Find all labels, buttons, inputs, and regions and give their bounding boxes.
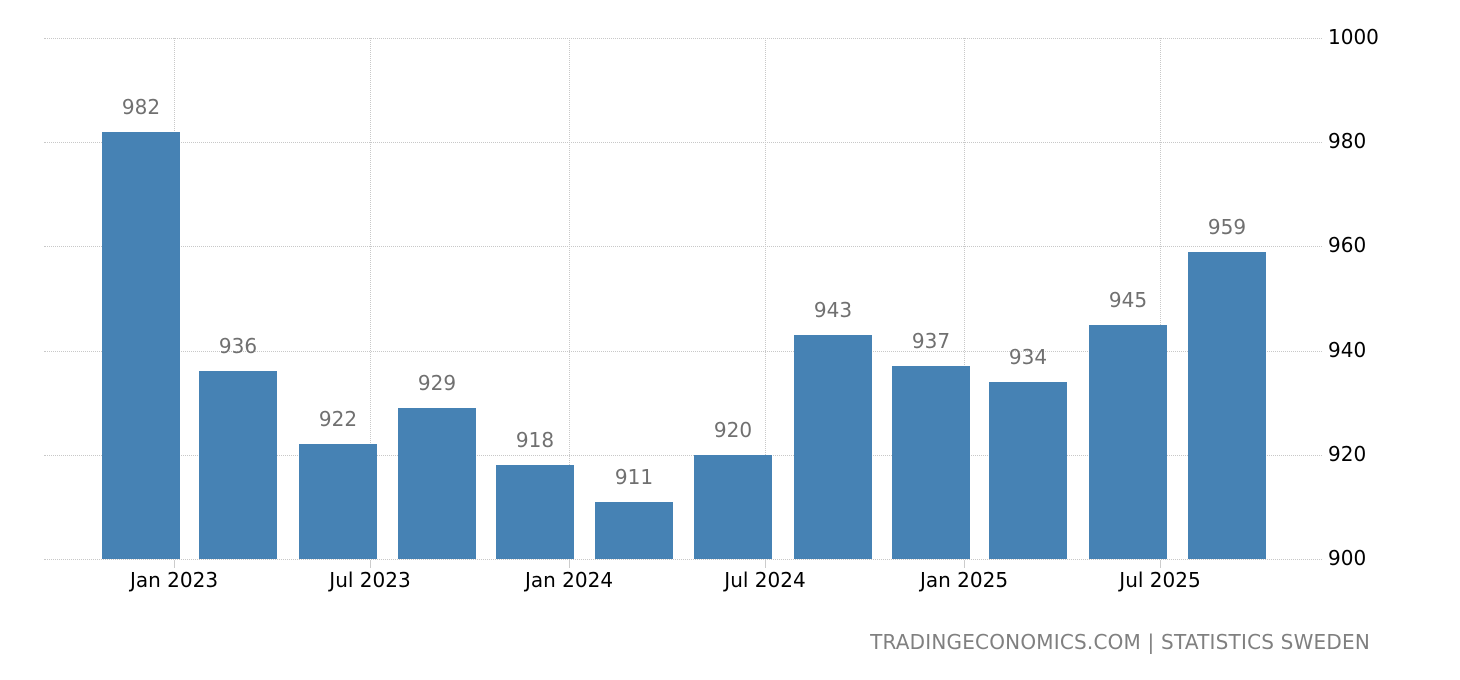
bar-value-label: 934: [1008, 345, 1048, 369]
x-tick-mark: [765, 560, 766, 568]
bar-value-label: 929: [417, 371, 457, 395]
x-tick-label: Jul 2025: [1119, 568, 1201, 592]
bar-value-label: 918: [515, 428, 555, 452]
v-gridline: [1160, 38, 1161, 559]
h-gridline: [44, 38, 1322, 39]
x-tick-mark: [370, 560, 371, 568]
bar[interactable]: [102, 132, 180, 559]
y-tick-label: 900: [1328, 546, 1367, 570]
h-gridline: [44, 455, 1322, 456]
bar[interactable]: [496, 465, 574, 559]
x-tick-mark: [1160, 560, 1161, 568]
x-tick-mark: [569, 560, 570, 568]
y-tick-label: 960: [1328, 233, 1367, 257]
bar[interactable]: [694, 455, 772, 559]
v-gridline: [370, 38, 371, 559]
y-tick-label: 940: [1328, 338, 1367, 362]
bar-value-label: 943: [813, 298, 853, 322]
v-gridline: [964, 38, 965, 559]
bar[interactable]: [1188, 252, 1266, 559]
bar-value-label: 982: [121, 95, 161, 119]
x-tick-mark: [174, 560, 175, 568]
y-tick-label: 920: [1328, 442, 1367, 466]
y-tick-label: 1000: [1328, 25, 1379, 49]
bar[interactable]: [989, 382, 1067, 559]
x-tick-label: Jan 2025: [919, 568, 1009, 592]
x-tick-label: Jul 2023: [329, 568, 411, 592]
bar[interactable]: [1089, 325, 1167, 559]
bar-value-label: 911: [614, 465, 654, 489]
bar-value-label: 936: [218, 334, 258, 358]
x-tick-label: Jan 2024: [524, 568, 614, 592]
x-tick-label: Jan 2023: [129, 568, 219, 592]
x-tick-mark: [964, 560, 965, 568]
h-gridline: [44, 559, 1322, 560]
x-tick-label: Jul 2024: [724, 568, 806, 592]
bar-value-label: 922: [318, 407, 358, 431]
bar[interactable]: [595, 502, 673, 559]
y-tick-label: 980: [1328, 129, 1367, 153]
v-gridline: [569, 38, 570, 559]
bar[interactable]: [892, 366, 970, 559]
bar[interactable]: [794, 335, 872, 559]
bar[interactable]: [398, 408, 476, 559]
source-credit: TRADINGECONOMICS.COM | STATISTICS SWEDEN: [870, 630, 1370, 654]
bar-value-label: 945: [1108, 288, 1148, 312]
h-gridline: [44, 351, 1322, 352]
bar-value-label: 959: [1207, 215, 1247, 239]
h-gridline: [44, 246, 1322, 247]
bar[interactable]: [199, 371, 277, 559]
bar[interactable]: [299, 444, 377, 559]
bar-value-label: 920: [713, 418, 753, 442]
h-gridline: [44, 142, 1322, 143]
v-gridline: [765, 38, 766, 559]
bar-value-label: 937: [911, 329, 951, 353]
